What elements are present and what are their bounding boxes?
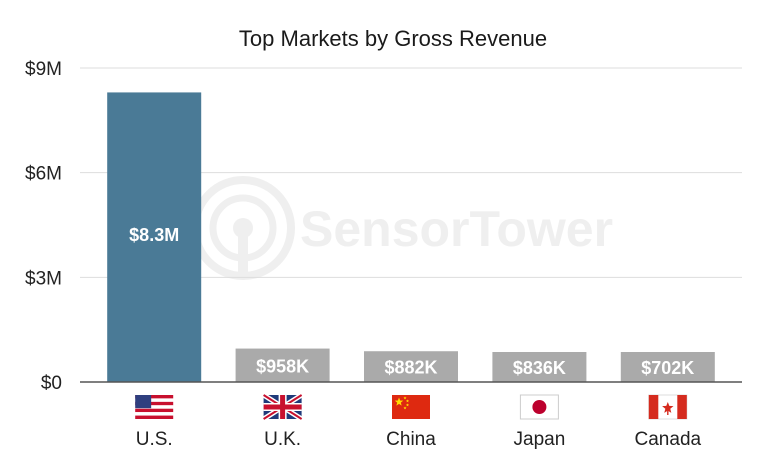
y-tick-label: $6M	[25, 164, 62, 185]
japan-flag-icon	[519, 394, 559, 420]
x-tick-label: China	[386, 429, 436, 450]
bar-value-label: $702K	[641, 358, 694, 378]
chart-title: Top Markets by Gross Revenue	[239, 26, 547, 51]
canada-flag-icon	[648, 394, 688, 420]
china-flag-icon	[392, 395, 430, 419]
x-tick-label: U.K.	[264, 429, 301, 450]
x-tick-label: U.S.	[136, 429, 173, 450]
bar	[620, 352, 715, 382]
watermark: SensorTower	[191, 176, 613, 280]
bar-value-label: $958K	[256, 356, 309, 376]
y-tick-label: $0	[41, 373, 62, 394]
bar	[364, 351, 458, 382]
sensortower-logo-icon	[191, 176, 295, 280]
y-tick-label: $3M	[25, 268, 62, 289]
us-flag-icon	[135, 395, 174, 419]
x-tick-label: Japan	[514, 429, 566, 450]
bar	[235, 348, 330, 382]
bar	[107, 92, 202, 382]
bar	[492, 352, 587, 382]
x-axis: U.S. U.K. China Japan Canada	[135, 392, 702, 450]
bars: $8.3M $958K $882K $836K $702K	[107, 92, 715, 382]
bar-value-label: $882K	[384, 358, 437, 378]
uk-flag-icon	[262, 392, 303, 422]
bar-value-label: $836K	[513, 358, 566, 378]
x-tick-label: Canada	[635, 429, 702, 450]
y-tick-label: $9M	[25, 59, 62, 80]
watermark-text: SensorTower	[300, 201, 613, 257]
bar-value-label: $8.3M	[129, 225, 179, 245]
